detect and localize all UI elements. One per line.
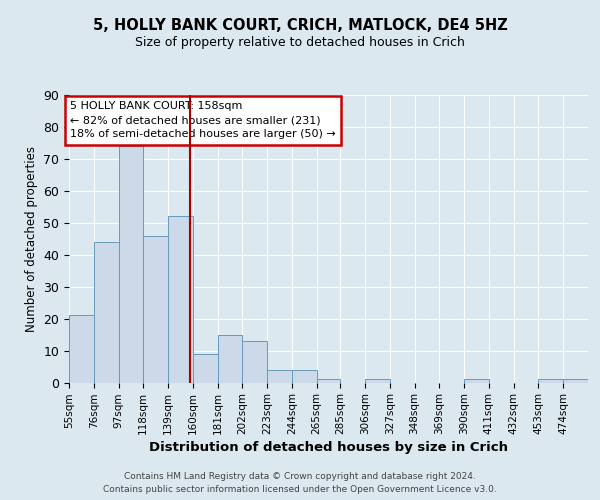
Bar	[563, 380, 588, 382]
Bar	[94, 242, 119, 382]
Text: Contains public sector information licensed under the Open Government Licence v3: Contains public sector information licen…	[103, 485, 497, 494]
Bar	[365, 380, 390, 382]
Y-axis label: Number of detached properties: Number of detached properties	[25, 146, 38, 332]
Bar	[218, 334, 242, 382]
Bar	[267, 370, 292, 382]
Bar	[168, 216, 193, 382]
Text: 5 HOLLY BANK COURT: 158sqm
← 82% of detached houses are smaller (231)
18% of sem: 5 HOLLY BANK COURT: 158sqm ← 82% of deta…	[70, 102, 336, 140]
Bar	[317, 380, 340, 382]
Bar	[69, 316, 94, 382]
X-axis label: Distribution of detached houses by size in Crich: Distribution of detached houses by size …	[149, 442, 508, 454]
Bar	[538, 380, 563, 382]
Text: Contains HM Land Registry data © Crown copyright and database right 2024.: Contains HM Land Registry data © Crown c…	[124, 472, 476, 481]
Bar	[193, 354, 218, 382]
Bar	[464, 380, 489, 382]
Bar	[119, 146, 143, 382]
Text: 5, HOLLY BANK COURT, CRICH, MATLOCK, DE4 5HZ: 5, HOLLY BANK COURT, CRICH, MATLOCK, DE4…	[92, 18, 508, 32]
Text: Size of property relative to detached houses in Crich: Size of property relative to detached ho…	[135, 36, 465, 49]
Bar	[292, 370, 317, 382]
Bar	[143, 236, 168, 382]
Bar	[242, 341, 267, 382]
